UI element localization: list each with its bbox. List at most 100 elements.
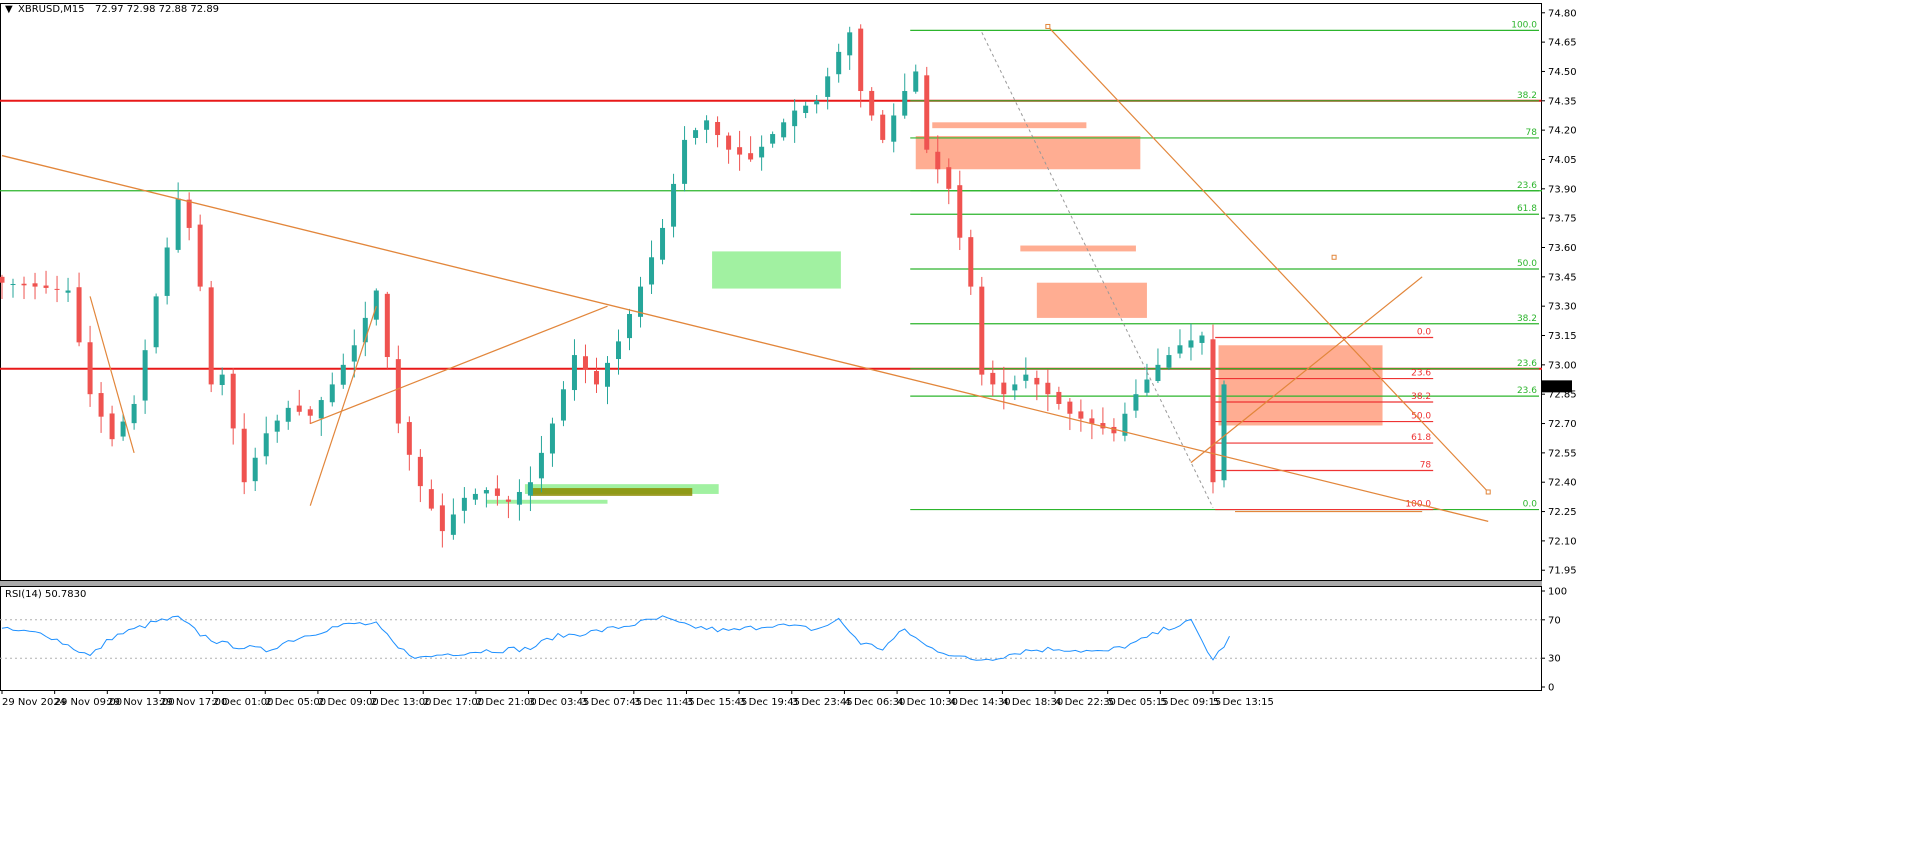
candle bbox=[109, 405, 115, 447]
time-tick-label: 4 Dec 22:30 bbox=[1055, 697, 1116, 708]
rsi-tick-label: 30 bbox=[1548, 654, 1561, 665]
demand-zone[interactable] bbox=[486, 499, 608, 504]
candle bbox=[362, 301, 368, 357]
fib-level-label: 61.8 bbox=[1517, 204, 1537, 214]
candle bbox=[924, 66, 930, 154]
candle bbox=[197, 214, 203, 292]
candle bbox=[1067, 398, 1073, 431]
candle bbox=[384, 291, 390, 369]
price-plot[interactable]: 100.0 38.2 78 23.6 61.8 50.0 38.2 23.6 23.6 0.0 0.… bbox=[0, 3, 1542, 587]
candle bbox=[329, 372, 335, 407]
candle bbox=[285, 400, 291, 430]
candle bbox=[1100, 407, 1106, 435]
candle bbox=[164, 237, 170, 305]
price-tick-label: 74.20 bbox=[1548, 126, 1577, 137]
fib-level-label: 0.0 bbox=[1417, 327, 1432, 337]
candle bbox=[351, 329, 357, 378]
candle bbox=[131, 395, 137, 430]
time-tick-label: 3 Dec 19:45 bbox=[739, 697, 800, 708]
candle bbox=[1199, 331, 1205, 355]
time-tick-label: 2 Dec 09:00 bbox=[318, 697, 379, 708]
trend-line[interactable] bbox=[1, 154, 1489, 522]
supply-zone[interactable] bbox=[1218, 345, 1383, 426]
time-tick-label: 29 Nov 13:00 bbox=[107, 697, 174, 708]
trend-line[interactable] bbox=[309, 305, 377, 506]
rsi-plot[interactable] bbox=[0, 586, 1542, 691]
demand-zone[interactable] bbox=[712, 251, 841, 289]
price-tick-label: 73.90 bbox=[1548, 184, 1577, 195]
rsi-tick-label: 70 bbox=[1548, 615, 1561, 626]
candle bbox=[770, 131, 776, 148]
candle bbox=[726, 132, 732, 164]
candle bbox=[153, 293, 159, 354]
supply-zone[interactable] bbox=[915, 136, 1141, 170]
price-tick-label: 73.75 bbox=[1548, 214, 1577, 225]
demand-zone[interactable] bbox=[530, 488, 693, 496]
time-tick-label: 29 Nov 2024 bbox=[2, 697, 66, 708]
candle bbox=[935, 135, 941, 184]
symbol-menu-arrow-icon[interactable]: ▼ bbox=[5, 4, 13, 15]
candle bbox=[693, 127, 699, 145]
trend-line[interactable] bbox=[89, 296, 135, 454]
rsi-axis: 100 70 30 0 bbox=[1541, 587, 1567, 694]
candle bbox=[1056, 386, 1062, 410]
price-tick-label: 73.60 bbox=[1548, 243, 1577, 254]
candle bbox=[1166, 346, 1172, 371]
fib-level-label: 50.0 bbox=[1517, 259, 1537, 269]
fib-trend-line[interactable] bbox=[981, 32, 1214, 508]
candle bbox=[54, 275, 60, 303]
fib-level-label: 38.2 bbox=[1411, 392, 1431, 402]
candle bbox=[439, 493, 445, 548]
candles-layer bbox=[0, 24, 1227, 548]
candle bbox=[1177, 329, 1183, 359]
price-plot-frame bbox=[0, 3, 1542, 581]
ohlc-values: 72.97 72.98 72.88 72.89 bbox=[95, 4, 219, 15]
trend-line-anchor[interactable] bbox=[1045, 23, 1051, 29]
trend-line[interactable] bbox=[1047, 26, 1489, 493]
candle bbox=[593, 357, 599, 393]
price-tick-label: 74.65 bbox=[1548, 38, 1577, 49]
trend-line-anchor[interactable] bbox=[1485, 489, 1491, 495]
candle bbox=[792, 99, 798, 143]
candle bbox=[252, 447, 258, 492]
panel-divider[interactable] bbox=[0, 581, 1542, 586]
time-tick-label: 4 Dec 06:30 bbox=[844, 697, 905, 708]
price-tick-label: 74.50 bbox=[1548, 67, 1577, 78]
candle bbox=[1221, 380, 1227, 488]
supply-zone[interactable] bbox=[932, 122, 1087, 129]
candle bbox=[296, 389, 302, 416]
candle bbox=[1155, 348, 1161, 383]
candle bbox=[704, 115, 710, 144]
time-tick-label: 3 Dec 11:45 bbox=[634, 697, 695, 708]
candle bbox=[781, 118, 787, 141]
candle bbox=[979, 276, 985, 386]
fib-level-label: 78 bbox=[1526, 128, 1538, 138]
candle bbox=[538, 435, 544, 493]
price-tick-label: 73.15 bbox=[1548, 331, 1577, 342]
time-tick-label: 3 Dec 15:45 bbox=[686, 697, 747, 708]
supply-zone[interactable] bbox=[1036, 282, 1147, 318]
time-tick-label: 3 Dec 03:45 bbox=[529, 697, 590, 708]
candle bbox=[483, 487, 489, 508]
candle bbox=[803, 101, 809, 119]
supply-zone[interactable] bbox=[1020, 245, 1136, 252]
candle bbox=[825, 67, 831, 110]
candle bbox=[175, 182, 181, 253]
candle bbox=[571, 339, 577, 401]
time-tick-label: 5 Dec 09:15 bbox=[1160, 697, 1221, 708]
candle bbox=[759, 135, 765, 171]
trend-line[interactable] bbox=[1190, 276, 1423, 464]
candle bbox=[902, 73, 908, 119]
trend-line[interactable] bbox=[310, 305, 608, 425]
price-tick-label: 74.05 bbox=[1548, 155, 1577, 166]
trend-line-anchor[interactable] bbox=[1331, 254, 1337, 260]
symbol-label: XBRUSD,M15 bbox=[18, 4, 85, 15]
candle bbox=[494, 475, 500, 506]
time-tick-label: 2 Dec 21:00 bbox=[476, 697, 537, 708]
current-price-label: 72.89 bbox=[1544, 382, 1573, 393]
candle bbox=[946, 158, 952, 205]
zones-layer bbox=[486, 122, 1383, 504]
fib-level-label: 38.2 bbox=[1517, 314, 1537, 324]
